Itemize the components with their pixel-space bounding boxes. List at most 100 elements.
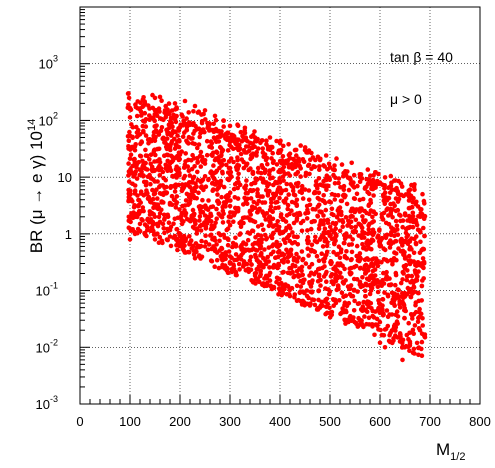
data-point — [411, 346, 417, 352]
data-point — [410, 199, 416, 205]
data-point — [393, 218, 399, 224]
data-point — [244, 178, 249, 183]
data-point — [166, 101, 172, 106]
data-point — [199, 222, 204, 228]
data-point — [241, 202, 246, 207]
data-point — [156, 106, 162, 111]
data-point — [274, 162, 280, 167]
data-point — [352, 298, 357, 304]
data-point — [203, 239, 209, 245]
x-tick-label: 100 — [119, 414, 141, 429]
data-point — [152, 107, 158, 113]
data-point — [360, 214, 365, 219]
data-point — [173, 205, 179, 210]
data-point — [395, 321, 401, 326]
data-point — [197, 134, 202, 140]
data-point — [302, 300, 308, 306]
data-point — [401, 271, 406, 276]
data-point — [172, 101, 178, 106]
data-point — [264, 180, 269, 185]
x-tick-label: 700 — [419, 414, 441, 429]
data-point — [280, 166, 285, 172]
data-point — [274, 279, 279, 285]
data-point — [329, 206, 335, 212]
data-point — [227, 190, 233, 196]
data-point — [392, 187, 398, 192]
data-point — [168, 224, 174, 230]
data-point — [212, 157, 218, 163]
data-point — [238, 256, 244, 262]
data-point — [382, 345, 388, 350]
data-point — [294, 153, 299, 158]
data-point — [214, 242, 219, 247]
data-point — [165, 158, 170, 164]
data-point — [163, 103, 168, 109]
data-point — [392, 291, 397, 297]
data-point — [231, 186, 237, 192]
data-point — [137, 221, 143, 227]
data-point — [276, 248, 282, 254]
data-point — [134, 113, 140, 119]
data-point — [354, 243, 360, 249]
data-point — [385, 314, 391, 320]
data-point — [353, 217, 359, 223]
data-point — [388, 173, 394, 179]
y-tick-base: 10 — [58, 170, 72, 185]
data-point — [194, 249, 199, 255]
data-point — [331, 229, 337, 235]
data-point — [247, 218, 253, 223]
data-point — [313, 270, 319, 275]
data-point — [320, 244, 326, 249]
data-point — [334, 252, 339, 257]
data-point — [367, 291, 373, 297]
data-point — [244, 161, 250, 167]
data-point — [331, 172, 336, 178]
data-point — [305, 207, 310, 213]
data-point — [334, 156, 339, 161]
data-point — [299, 228, 305, 234]
data-point — [382, 175, 388, 180]
data-point — [364, 210, 369, 216]
data-point — [291, 234, 297, 239]
data-point — [132, 231, 138, 237]
data-point — [413, 262, 418, 268]
data-point — [332, 266, 337, 272]
data-point — [409, 273, 415, 279]
data-point — [294, 197, 300, 203]
data-point — [323, 311, 328, 317]
data-point — [322, 226, 328, 231]
data-point — [397, 192, 402, 197]
data-point — [402, 211, 408, 216]
data-point — [260, 138, 265, 143]
y-axis-title-main: BR (μ → e γ) 10 — [27, 131, 46, 253]
data-point — [304, 293, 310, 299]
data-point — [215, 192, 220, 197]
data-point — [135, 99, 140, 104]
data-point — [343, 215, 349, 220]
data-point — [160, 169, 166, 175]
data-point — [255, 187, 260, 192]
data-point — [382, 186, 387, 191]
data-point — [140, 158, 145, 164]
data-point — [321, 193, 327, 198]
data-point — [168, 153, 174, 159]
data-point — [126, 95, 132, 101]
data-point — [372, 273, 378, 278]
data-point — [195, 110, 201, 115]
data-point — [388, 201, 393, 207]
data-point — [323, 286, 328, 291]
data-point — [383, 220, 389, 226]
data-point — [403, 308, 409, 314]
data-point — [204, 217, 209, 222]
data-point — [371, 277, 377, 282]
data-point — [286, 152, 292, 158]
data-point — [221, 124, 226, 129]
data-point — [348, 208, 354, 214]
data-point — [231, 159, 236, 165]
data-point — [403, 255, 408, 261]
data-point — [318, 218, 324, 223]
data-point — [350, 214, 355, 219]
data-point — [309, 242, 315, 248]
data-point — [155, 196, 160, 201]
